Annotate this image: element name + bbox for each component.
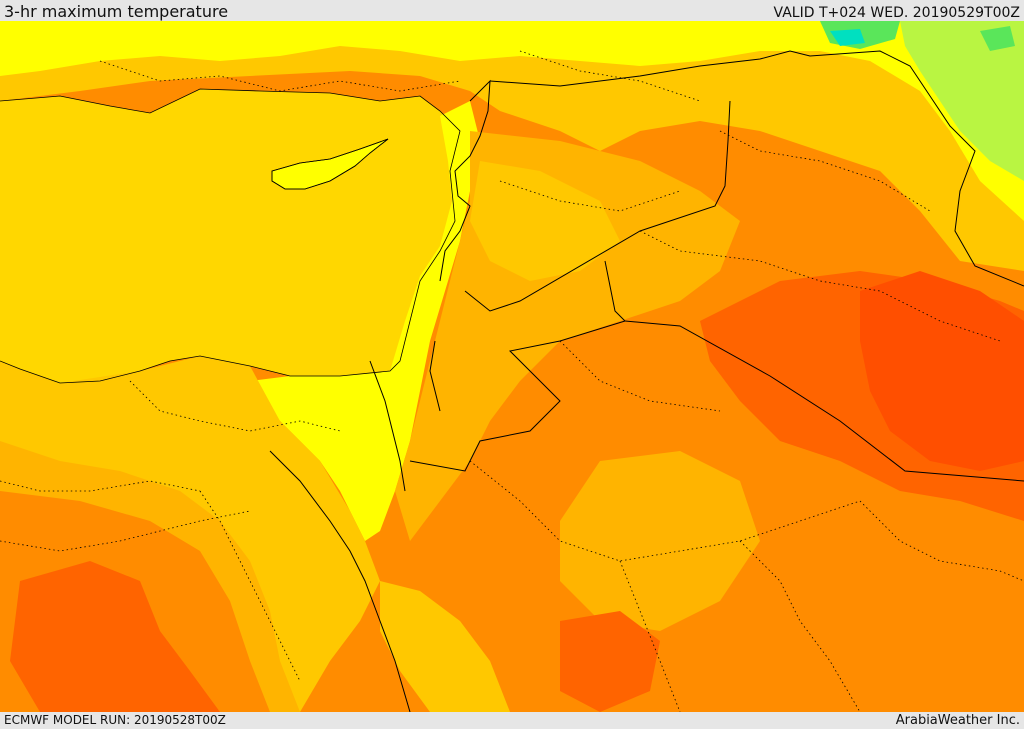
header-bar: 3-hr maximum temperature VALID T+024 WED…: [0, 0, 1024, 21]
levant-inland-gold-patch: [470, 161, 620, 281]
south-deep-orange-patch: [560, 611, 660, 712]
arabia-light-orange-patch: [560, 451, 760, 631]
model-run-label: ECMWF MODEL RUN: 20190528T00Z: [4, 713, 226, 727]
north-gold-band: [0, 21, 1024, 271]
northeast-cyan-spot: [830, 29, 865, 46]
egypt-deep-orange-patch: [10, 561, 220, 712]
levant-yellow-strip: [250, 101, 480, 541]
red-sea-coast-gold: [380, 581, 510, 712]
northeast-lightgreen-patch: [900, 21, 1024, 181]
mediterranean-sea: [0, 89, 460, 383]
northeast-green-patch: [820, 21, 1015, 51]
coastlines: [0, 88, 461, 384]
valid-time-label: VALID T+024 WED. 20190529T00Z: [773, 5, 1020, 21]
province-lines: [0, 50, 1024, 712]
credit-label: ArabiaWeather Inc.: [895, 713, 1020, 728]
country-borders: [269, 50, 1024, 712]
iraq-red-orange-core: [860, 271, 1024, 471]
temperature-map[interactable]: [0, 21, 1024, 712]
map-canvas: [0, 21, 1024, 712]
map-title: 3-hr maximum temperature: [4, 2, 229, 21]
footer-bar: ECMWF MODEL RUN: 20190528T00Z ArabiaWeat…: [0, 712, 1024, 729]
